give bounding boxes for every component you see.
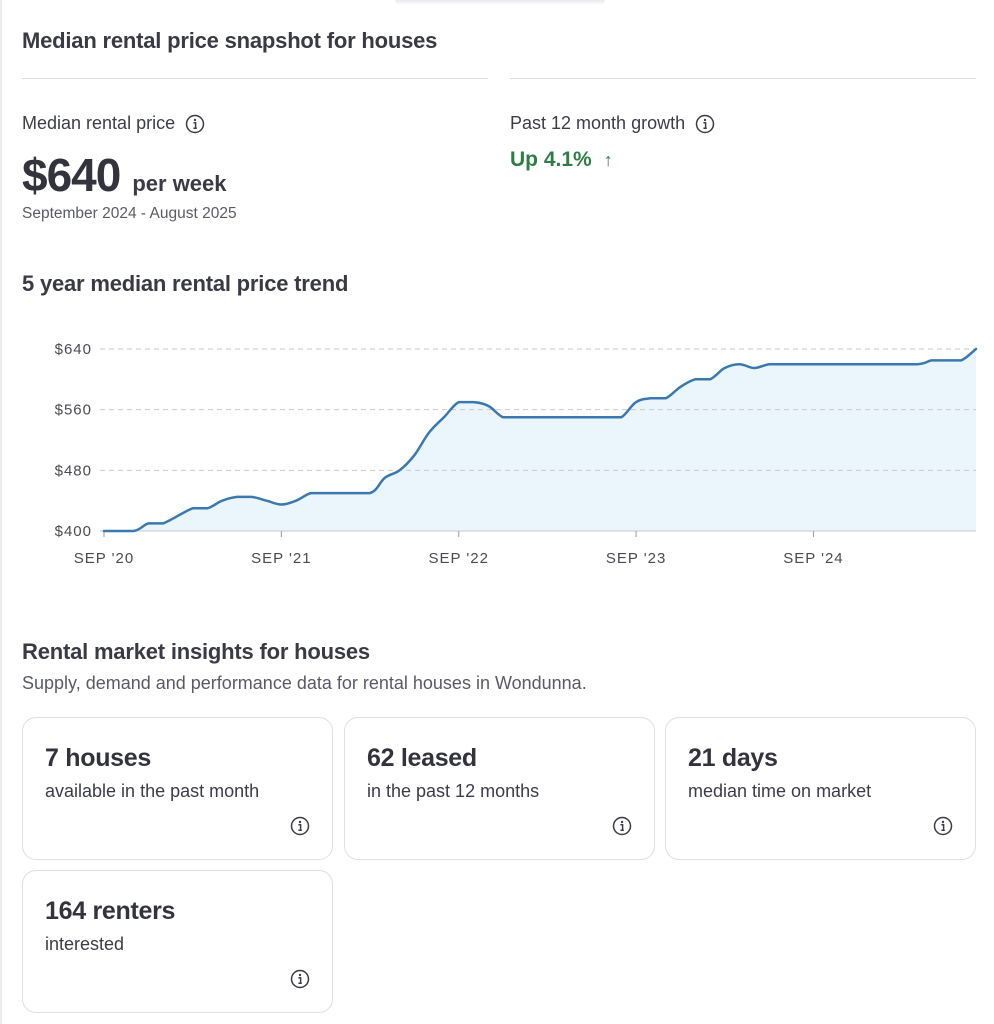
x-tick-label: SEP '21 [251,550,311,567]
insights-subtitle: Supply, demand and performance data for … [22,673,587,693]
insight-card-days-on-market: 21 days median time on market [665,717,976,860]
snapshot-title: Median rental price snapshot for houses [22,28,438,53]
page-edge [0,0,2,1024]
insight-card-desc: median time on market [688,781,872,801]
growth-label-text: Past 12 month growth [510,113,686,133]
arrow-up-icon: ↑ [603,149,613,170]
info-icon[interactable] [933,816,953,836]
info-icon[interactable] [612,816,632,836]
info-icon[interactable] [185,114,205,134]
y-tick-label: $640 [55,341,92,358]
y-tick-label: $560 [55,402,92,419]
insight-card-leased: 62 leased in the past 12 months [344,717,655,860]
insight-card-desc: interested [45,934,125,954]
date-range: September 2024 - August 2025 [22,205,237,222]
info-icon[interactable] [290,816,310,836]
trend-title: 5 year median rental price trend [22,271,349,296]
insights-title: Rental market insights for houses [22,639,370,664]
median-price-unit: per week [132,171,227,196]
insight-card-value: 164 renters [45,897,176,925]
median-price-value: $640 [22,149,121,201]
x-tick-label: SEP '24 [783,550,843,567]
median-price: $640 per week [22,148,227,202]
x-tick-label: SEP '22 [428,550,488,567]
median-price-label-text: Median rental price [22,113,176,133]
growth-label: Past 12 month growth [510,113,715,134]
insight-card-desc: available in the past month [45,781,260,801]
rental-price-trend-chart: $400 $480 $560 $640 SEP '20 SEP '21 SEP '22 SEP… [55,341,978,567]
growth-value-text: Up 4.1% [510,148,592,171]
x-tick-label: SEP '23 [606,550,666,567]
chart-area-fill [104,349,976,531]
x-tick-label: SEP '20 [74,550,134,567]
info-icon[interactable] [695,114,715,134]
growth-value: Up 4.1% ↑ [510,148,613,172]
insight-card-renters: 164 renters interested [22,870,333,1013]
y-tick-label: $400 [55,523,92,540]
insight-card-available: 7 houses available in the past month [22,717,333,860]
y-tick-label: $480 [55,462,92,479]
insight-card-value: 7 houses [45,744,151,772]
info-icon[interactable] [290,969,310,989]
median-price-label: Median rental price [22,113,205,134]
insight-card-value: 62 leased [367,744,477,772]
drag-handle-shadow [395,0,605,5]
insight-card-desc: in the past 12 months [367,781,540,801]
divider-right [510,78,976,79]
divider-left [22,78,488,79]
insight-card-value: 21 days [688,744,778,772]
series-line [102,347,978,533]
